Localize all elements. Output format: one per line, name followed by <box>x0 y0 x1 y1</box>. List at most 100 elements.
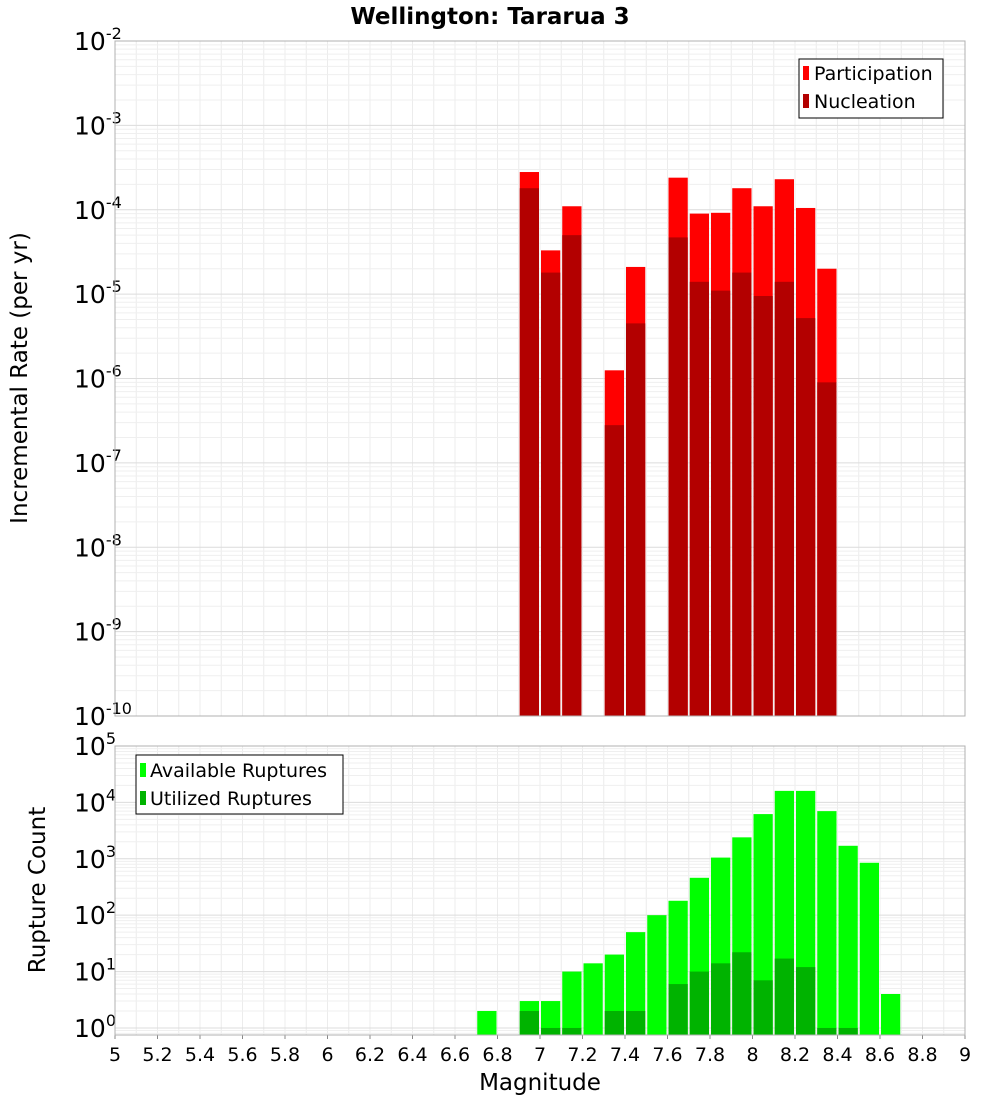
x-tick-label: 8.2 <box>780 1044 810 1066</box>
utilized-ruptures-bar <box>689 971 709 1035</box>
x-tick-label: 7.4 <box>610 1044 640 1066</box>
count-y-tick-label: 100 <box>74 1011 116 1043</box>
rate-y-tick-label: 10-8 <box>74 530 122 562</box>
nucleation-bar <box>796 318 816 716</box>
utilized-ruptures-bar <box>668 984 688 1035</box>
available-ruptures-bar <box>626 932 646 1035</box>
utilized-legend-swatch <box>140 791 146 805</box>
rate-plot-panel: 10-10 10-9 10-8 10-7 10-6 10-5 10-4 10-3 10-2 In… <box>7 24 966 731</box>
count-y-tick-label: 102 <box>74 898 116 930</box>
available-ruptures-bar <box>562 971 582 1035</box>
x-tick-label: 6 <box>321 1044 333 1066</box>
available-ruptures-bar <box>753 814 773 1035</box>
x-tick-label: 8 <box>746 1044 758 1066</box>
x-tick-label: 6.6 <box>440 1044 470 1066</box>
available-legend-label: Available Ruptures <box>150 760 327 782</box>
nucleation-legend-label: Nucleation <box>814 91 916 113</box>
rate-bars <box>519 172 837 717</box>
nucleation-bar <box>774 281 794 716</box>
rate-y-tick-label: 10-2 <box>74 24 122 56</box>
rate-y-tick-label: 10-7 <box>74 446 122 478</box>
utilized-ruptures-bar <box>541 1027 561 1035</box>
participation-legend-label: Participation <box>814 63 933 85</box>
available-ruptures-bar <box>881 994 901 1035</box>
rate-y-tick-label: 10-3 <box>74 108 122 140</box>
x-tick-label: 5.6 <box>227 1044 257 1066</box>
nucleation-bar <box>732 272 752 716</box>
x-tick-label: 5.8 <box>270 1044 300 1066</box>
x-tick-label: 7.2 <box>567 1044 597 1066</box>
x-tick-label: 7 <box>534 1044 546 1066</box>
count-y-tick-label: 104 <box>74 785 116 817</box>
x-tick-label: 8.8 <box>907 1044 937 1066</box>
utilized-ruptures-bar <box>753 980 773 1035</box>
utilized-ruptures-bar <box>626 1010 646 1035</box>
x-tick-label: 5.4 <box>185 1044 215 1066</box>
participation-legend-swatch <box>803 66 809 80</box>
count-legend: Available Ruptures Utilized Ruptures <box>135 754 344 815</box>
available-ruptures-bar <box>541 1001 561 1035</box>
x-tick-label: 6.2 <box>355 1044 385 1066</box>
x-tick-label: 6.8 <box>482 1044 512 1066</box>
utilized-ruptures-bar <box>604 1010 624 1035</box>
available-ruptures-bar <box>817 811 837 1035</box>
x-tick-label: 5.2 <box>142 1044 172 1066</box>
count-bars <box>477 790 901 1035</box>
x-tick-label: 5 <box>109 1044 121 1066</box>
rate-y-tick-label: 10-9 <box>74 615 122 647</box>
rate-y-tick-label: 10-4 <box>74 193 122 225</box>
nucleation-legend-swatch <box>803 94 809 108</box>
x-ticks: 5 5.2 5.4 5.6 5.8 6 6.2 6.4 6.6 6.8 7 7.2 7.4 7.6 7.8 8… <box>109 1035 971 1066</box>
count-y-axis-label: Rupture Count <box>25 807 51 973</box>
utilized-ruptures-bar <box>838 1027 858 1035</box>
x-tick-label: 9 <box>959 1044 971 1066</box>
x-tick-label: 7.6 <box>652 1044 682 1066</box>
x-tick-label: 8.4 <box>822 1044 852 1066</box>
rate-y-tick-label: 10-5 <box>74 277 122 309</box>
available-ruptures-bar <box>583 963 603 1035</box>
available-ruptures-bar <box>477 1010 497 1035</box>
utilized-legend-label: Utilized Ruptures <box>150 788 312 810</box>
rate-grid <box>114 40 966 717</box>
chart-title: Wellington: Tararua 3 <box>350 4 629 30</box>
nucleation-bar <box>626 323 646 716</box>
nucleation-bar <box>562 235 582 716</box>
rate-legend: Participation Nucleation <box>798 58 944 119</box>
utilized-ruptures-bar <box>711 963 731 1035</box>
nucleation-bar <box>541 272 561 716</box>
count-y-tick-label: 105 <box>74 729 116 761</box>
rate-y-ticks: 10-10 10-9 10-8 10-7 10-6 10-5 10-4 10-3 10-2 <box>74 24 132 731</box>
utilized-ruptures-bar <box>732 952 752 1035</box>
nucleation-bar <box>689 281 709 716</box>
available-ruptures-bar <box>859 862 879 1035</box>
count-y-ticks: 100 101 102 103 104 105 <box>74 729 116 1043</box>
count-plot-frame <box>114 745 966 1036</box>
nucleation-bar <box>753 296 773 716</box>
rate-y-axis-label: Incremental Rate (per yr) <box>7 232 33 524</box>
count-plot-panel: 100 101 102 103 104 105 5 5.2 5.4 5.6 5.8 6 6.2 6.4 6… <box>25 729 971 1096</box>
available-legend-swatch <box>140 763 146 777</box>
count-legend-box <box>135 754 344 815</box>
available-ruptures-bar <box>838 845 858 1035</box>
nucleation-bar <box>711 290 731 716</box>
x-axis-label: Magnitude <box>479 1070 601 1096</box>
utilized-ruptures-bar <box>519 1010 539 1035</box>
nucleation-bar <box>604 425 624 716</box>
x-tick-label: 8.6 <box>865 1044 895 1066</box>
rate-plot-frame <box>114 40 966 717</box>
count-y-tick-label: 101 <box>74 955 116 987</box>
nucleation-bar <box>668 237 688 716</box>
utilized-ruptures-bar <box>796 967 816 1035</box>
utilized-ruptures-bar <box>774 958 794 1035</box>
rate-legend-box <box>798 58 944 119</box>
utilized-ruptures-bar <box>562 1027 582 1035</box>
rate-y-tick-label: 10-6 <box>74 362 122 394</box>
nucleation-bar <box>817 382 837 716</box>
available-ruptures-bar <box>647 915 667 1035</box>
x-tick-label: 6.4 <box>397 1044 427 1066</box>
x-tick-label: 7.8 <box>695 1044 725 1066</box>
count-y-tick-label: 103 <box>74 842 116 874</box>
nucleation-bar <box>519 188 539 717</box>
